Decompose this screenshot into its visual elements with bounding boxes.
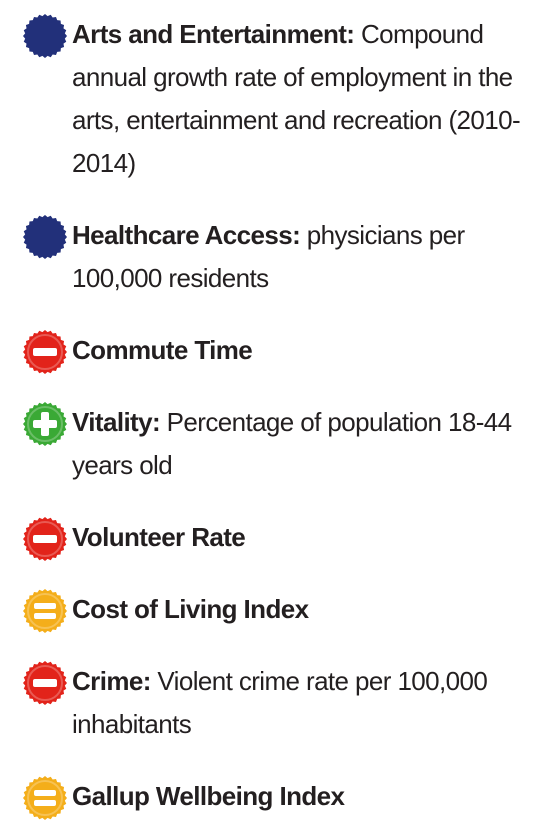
- icon: [23, 517, 67, 561]
- legend-item: Crime: Violent crime rate per 100,000 in…: [0, 660, 556, 746]
- icon-bar: [34, 790, 56, 796]
- icon-bar: [33, 348, 57, 356]
- icon-badge: [23, 215, 67, 259]
- legend-item: Commute Time: [0, 329, 556, 374]
- icon-highlight: [27, 334, 63, 370]
- item-description: Percentage of population 18-44 years old: [72, 407, 512, 480]
- icon-bar: [34, 603, 56, 609]
- legend-item: Vitality: Percentage of population 18-44…: [0, 401, 556, 487]
- icon: [23, 776, 67, 820]
- legend-item: Cost of Living Index: [0, 588, 556, 633]
- item-title: Healthcare Access:: [72, 220, 301, 250]
- item-title: Crime:: [72, 666, 151, 696]
- item-description: Violent crime rate per 100,000 inhabitan…: [72, 666, 488, 739]
- icon-highlight: [27, 665, 63, 701]
- icon-highlight: [27, 593, 63, 629]
- icon-bar: [33, 679, 57, 687]
- item-title: Cost of Living Index: [72, 594, 309, 624]
- icon: [23, 215, 67, 259]
- item-description: Compound annual growth rate of employmen…: [72, 19, 521, 178]
- item-description: physicians per 100,000 residents: [72, 220, 465, 293]
- icon-highlight: [27, 521, 63, 557]
- item-title: Volunteer Rate: [72, 522, 246, 552]
- icon: [23, 589, 67, 633]
- item-title: Gallup Wellbeing Index: [72, 781, 345, 811]
- item-title: Arts and Entertainment:: [72, 19, 355, 49]
- icon: [23, 661, 67, 705]
- legend-item: Healthcare Access: physicians per 100,00…: [0, 214, 556, 300]
- item-title: Vitality:: [72, 407, 161, 437]
- legend-list: Arts and Entertainment: Compound annual …: [0, 13, 556, 826]
- icon-highlight: [27, 780, 63, 816]
- icon: [23, 14, 67, 58]
- icon-bar: [34, 613, 56, 619]
- legend-item: Gallup Wellbeing Index: [0, 775, 556, 820]
- icon: [23, 330, 67, 374]
- icon-badge: [23, 776, 67, 820]
- legend-item: Volunteer Rate: [0, 516, 556, 561]
- item-title: Commute Time: [72, 335, 253, 365]
- icon-bar: [41, 412, 49, 436]
- icon-bar: [33, 535, 57, 543]
- icon-bar: [34, 800, 56, 806]
- icon-badge: [23, 589, 67, 633]
- icon-highlight: [27, 406, 63, 442]
- icon: [23, 402, 67, 446]
- legend-item: Arts and Entertainment: Compound annual …: [0, 13, 556, 185]
- icon-badge: [23, 14, 67, 58]
